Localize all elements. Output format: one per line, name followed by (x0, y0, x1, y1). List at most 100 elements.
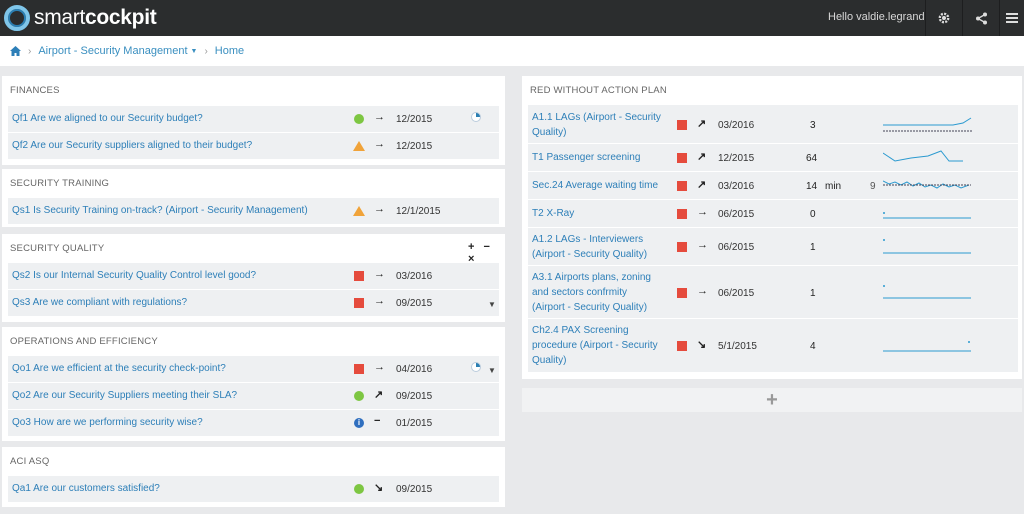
panel-title: FINANCES (10, 85, 60, 96)
pie-chart-icon[interactable] (471, 362, 481, 372)
top-bar: smartcockpit Hello valdie.legrand (0, 0, 1024, 36)
status-red-icon (677, 181, 687, 191)
period: 09/2015 (396, 484, 433, 495)
question-row[interactable]: Qa1 Are our customers satisfied? ↘ 09/20… (8, 476, 499, 503)
status-red-icon (677, 153, 687, 163)
status-green-icon (354, 391, 364, 401)
trend-icon: → (374, 361, 385, 373)
status-red-icon (677, 209, 687, 219)
gear-icon (938, 12, 950, 24)
panel-title: OPERATIONS AND EFFICIENCY (10, 336, 158, 347)
status-red-icon (354, 271, 364, 281)
security-quality-panel: SECURITY QUALITY + − × Qs2 Is our Intern… (2, 234, 505, 322)
pie-chart-icon[interactable] (471, 112, 481, 122)
question-row[interactable]: Qs1 Is Security Training on-track? (Airp… (8, 198, 499, 225)
add-widget-button[interactable]: + (522, 388, 1022, 412)
breadcrumb-page[interactable]: Home (214, 45, 245, 57)
sparkline (883, 150, 963, 162)
kpi-row[interactable]: T1 Passenger screening ↗ 12/2015 64 (528, 144, 1018, 172)
period: 12/2015 (396, 114, 433, 125)
trend-icon: → (697, 239, 708, 251)
breadcrumb-context[interactable]: Airport - Security Management (38, 45, 188, 57)
status-warning-icon (353, 206, 365, 216)
question-link[interactable]: Qa1 Are our customers satisfied? (12, 483, 160, 494)
kpi-row[interactable]: A1.1 LAGs (Airport - Security Quality) ↗ … (528, 105, 1018, 144)
question-row[interactable]: Qo1 Are we efficient at the security che… (8, 356, 499, 383)
question-row[interactable]: Qo2 Are our Security Suppliers meeting t… (8, 383, 499, 410)
sparkline (883, 212, 971, 219)
panel-title: SECURITY TRAINING (10, 178, 110, 189)
question-link[interactable]: Qf1 Are we aligned to our Security budge… (12, 113, 203, 124)
trend-icon: → (697, 285, 708, 297)
question-row[interactable]: Qo3 How are we performing security wise?… (8, 410, 499, 437)
kpi-row[interactable]: Sec.24 Average waiting time ↗ 03/2016 14… (528, 172, 1018, 200)
share-icon (975, 12, 987, 24)
kpi-value: 64 (806, 153, 818, 164)
kpi-link[interactable]: T2 X-Ray (532, 208, 575, 219)
chevron-down-icon[interactable]: ▼ (190, 47, 198, 55)
dropdown-icon[interactable]: ▼ (488, 366, 496, 375)
sparkline (883, 285, 971, 299)
menu-button[interactable] (999, 0, 1024, 36)
kpi-value: 14 (806, 181, 818, 192)
status-green-icon (354, 114, 364, 124)
trend-icon: ↘ (374, 482, 384, 494)
kpi-link[interactable]: A1.1 LAGs (Airport - Security Quality) (532, 112, 661, 138)
status-red-icon (677, 120, 687, 130)
panel-title: RED WITHOUT ACTION PLAN (530, 85, 667, 96)
status-green-icon (354, 484, 364, 494)
question-row[interactable]: Qs2 Is our Internal Security Quality Con… (8, 263, 499, 290)
kpi-value: 4 (810, 341, 816, 352)
period: 09/2015 (396, 391, 433, 402)
status-red-icon (354, 364, 364, 374)
kpi-link[interactable]: A1.2 LAGs - Interviewers (Airport - Secur… (532, 234, 648, 260)
period: 04/2016 (396, 364, 433, 375)
panel-title: ACI ASQ (10, 456, 50, 467)
kpi-link[interactable]: Sec.24 Average waiting time (532, 180, 659, 191)
kpi-link[interactable]: T1 Passenger screening (532, 152, 641, 163)
status-red-icon (677, 288, 687, 298)
period: 12/2015 (396, 141, 433, 152)
question-link[interactable]: Qo3 How are we performing security wise? (12, 417, 203, 428)
period: 06/2015 (718, 288, 755, 299)
user-greeting[interactable]: Hello valdie.legrand (828, 11, 925, 23)
app-logo[interactable]: smartcockpit (4, 4, 157, 32)
trend-icon: → (374, 268, 385, 280)
question-row[interactable]: Qf2 Are our Security suppliers aligned t… (8, 133, 499, 160)
question-link[interactable]: Qs1 Is Security Training on-track? (Airp… (12, 205, 308, 216)
question-link[interactable]: Qf2 Are our Security suppliers aligned t… (12, 140, 253, 151)
period: 12/2015 (718, 153, 755, 164)
kpi-row[interactable]: A1.2 LAGs - Interviewers (Airport - Secur… (528, 228, 1018, 266)
kpi-row[interactable]: Ch2.4 PAX Screening procedure (Airport - … (528, 319, 1018, 373)
red-without-action-plan-panel: RED WITHOUT ACTION PLAN A1.1 LAGs (Airpo… (522, 76, 1022, 379)
kpi-row[interactable]: A3.1 Airports plans, zoning and sectors c… (528, 266, 1018, 319)
question-link[interactable]: Qs3 Are we compliant with regulations? (12, 297, 188, 308)
status-red-icon (677, 242, 687, 252)
question-link[interactable]: Qo2 Are our Security Suppliers meeting t… (12, 390, 238, 401)
question-row[interactable]: Qf1 Are we aligned to our Security budge… (8, 106, 499, 133)
dropdown-icon[interactable]: ▼ (488, 300, 496, 309)
panel-tools[interactable]: + − × (468, 241, 493, 265)
trend-icon: → (374, 111, 385, 123)
breadcrumb-separator: › (28, 45, 32, 57)
panel-title: SECURITY QUALITY (10, 243, 105, 254)
home-icon[interactable] (10, 46, 21, 56)
trend-icon: ↗ (697, 179, 707, 191)
kpi-value: 3 (810, 120, 816, 131)
question-link[interactable]: Qs2 Is our Internal Security Quality Con… (12, 270, 257, 281)
trend-icon: ↗ (374, 389, 384, 401)
period: 03/2016 (396, 271, 433, 282)
kpi-target: 9 (870, 181, 876, 192)
kpi-link[interactable]: A3.1 Airports plans, zoning and sectors c… (532, 272, 651, 313)
kpi-row[interactable]: T2 X-Ray → 06/2015 0 (528, 200, 1018, 228)
question-row[interactable]: Qs3 Are we compliant with regulations? →… (8, 290, 499, 317)
logo-ring-icon (4, 5, 30, 31)
settings-button[interactable] (925, 0, 962, 36)
trend-icon: − (374, 415, 381, 427)
info-icon: i (354, 418, 364, 428)
kpi-link[interactable]: Ch2.4 PAX Screening procedure (Airport - … (532, 325, 658, 366)
question-link[interactable]: Qo1 Are we efficient at the security che… (12, 363, 226, 374)
share-button[interactable] (962, 0, 999, 36)
period: 06/2015 (718, 242, 755, 253)
period: 03/2016 (718, 120, 755, 131)
